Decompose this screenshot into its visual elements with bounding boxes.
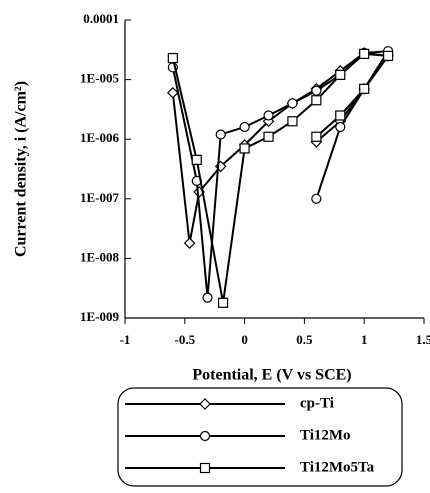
legend-label: Ti12Mo (300, 427, 351, 443)
data-point (263, 110, 274, 121)
data-point (166, 86, 179, 99)
data-point (359, 48, 370, 59)
y-tick-label: 1E-005 (80, 71, 120, 86)
data-point (335, 121, 346, 133)
data-point (167, 52, 178, 64)
x-tick-label: 0.5 (296, 332, 313, 347)
data-point (311, 85, 322, 96)
data-point (191, 154, 202, 165)
y-tick-label: 0.0001 (83, 11, 119, 26)
data-point (311, 193, 322, 204)
data-point (311, 95, 322, 106)
legend-marker (199, 462, 211, 474)
x-axis-label: Potential, E (V vs SCE) (192, 367, 351, 384)
data-point (202, 292, 213, 303)
x-tick-label: 1 (361, 332, 368, 347)
y-tick-label: 1E-006 (80, 130, 120, 145)
data-point (183, 237, 196, 250)
series-line (171, 51, 390, 244)
y-axis-label: Current density, i (A/cm²) (13, 81, 30, 257)
data-point (287, 98, 298, 109)
legend-marker (199, 430, 211, 442)
data-point (287, 116, 298, 127)
data-point (217, 297, 229, 308)
data-point (311, 131, 322, 142)
x-tick-label: 0 (241, 332, 248, 347)
legend-box (117, 387, 403, 487)
data-point (335, 110, 346, 121)
data-point (215, 129, 226, 140)
data-point (335, 69, 346, 80)
legend-label: Ti12Mo5Ta (300, 459, 375, 475)
series-line (171, 50, 391, 298)
y-tick-label: 1E-009 (80, 309, 120, 324)
x-tick-label: -0.5 (175, 332, 196, 347)
y-tick-label: 1E-008 (80, 249, 120, 264)
legend-marker (199, 398, 211, 410)
legend-label: cp-Ti (300, 395, 334, 411)
data-point (359, 83, 370, 94)
y-tick-label: 1E-007 (80, 190, 120, 205)
x-tick-label: 1.5 (416, 332, 430, 347)
data-point (239, 121, 250, 133)
x-tick-label: -1 (120, 332, 131, 347)
data-point (383, 50, 394, 61)
data-point (239, 143, 250, 154)
data-point (263, 131, 274, 142)
